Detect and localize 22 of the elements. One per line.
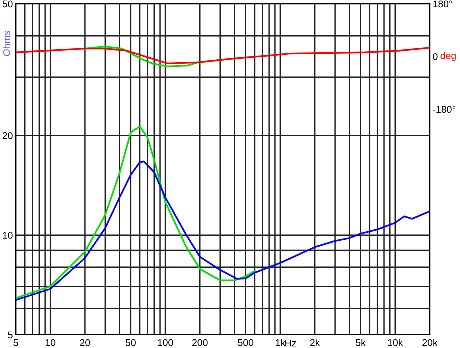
x-axis-title: Hz — [286, 340, 296, 347]
y2-tick-label: 0 — [433, 53, 438, 60]
x-tick-label: 2k — [310, 339, 320, 346]
y2-axis-title: deg — [440, 52, 456, 62]
x-tick-label: 5 — [14, 340, 18, 346]
y-tick-label: 50 — [2, 0, 13, 8]
x-tick-label: 10k — [388, 339, 404, 346]
y-tick-label: 10 — [3, 232, 13, 239]
x-tick-label: 1k — [276, 339, 286, 346]
y2-tick-label: 180° — [434, 0, 452, 8]
y-tick-label: 20 — [2, 132, 13, 140]
x-tick-label: 10 — [46, 339, 56, 346]
y-tick-label: 5 — [8, 332, 13, 339]
x-tick-label: 20 — [80, 339, 90, 346]
x-tick-label: 100 — [158, 339, 174, 346]
y-axis-title: Ohms — [3, 31, 10, 56]
x-tick-label: 200 — [192, 339, 208, 346]
y2-tick-label: -180° — [433, 106, 456, 114]
x-tick-label: 500 — [238, 339, 254, 346]
x-tick-label: 20k — [422, 339, 438, 346]
x-tick-label: 50 — [126, 339, 136, 346]
x-tick-label: 5k — [356, 339, 366, 346]
